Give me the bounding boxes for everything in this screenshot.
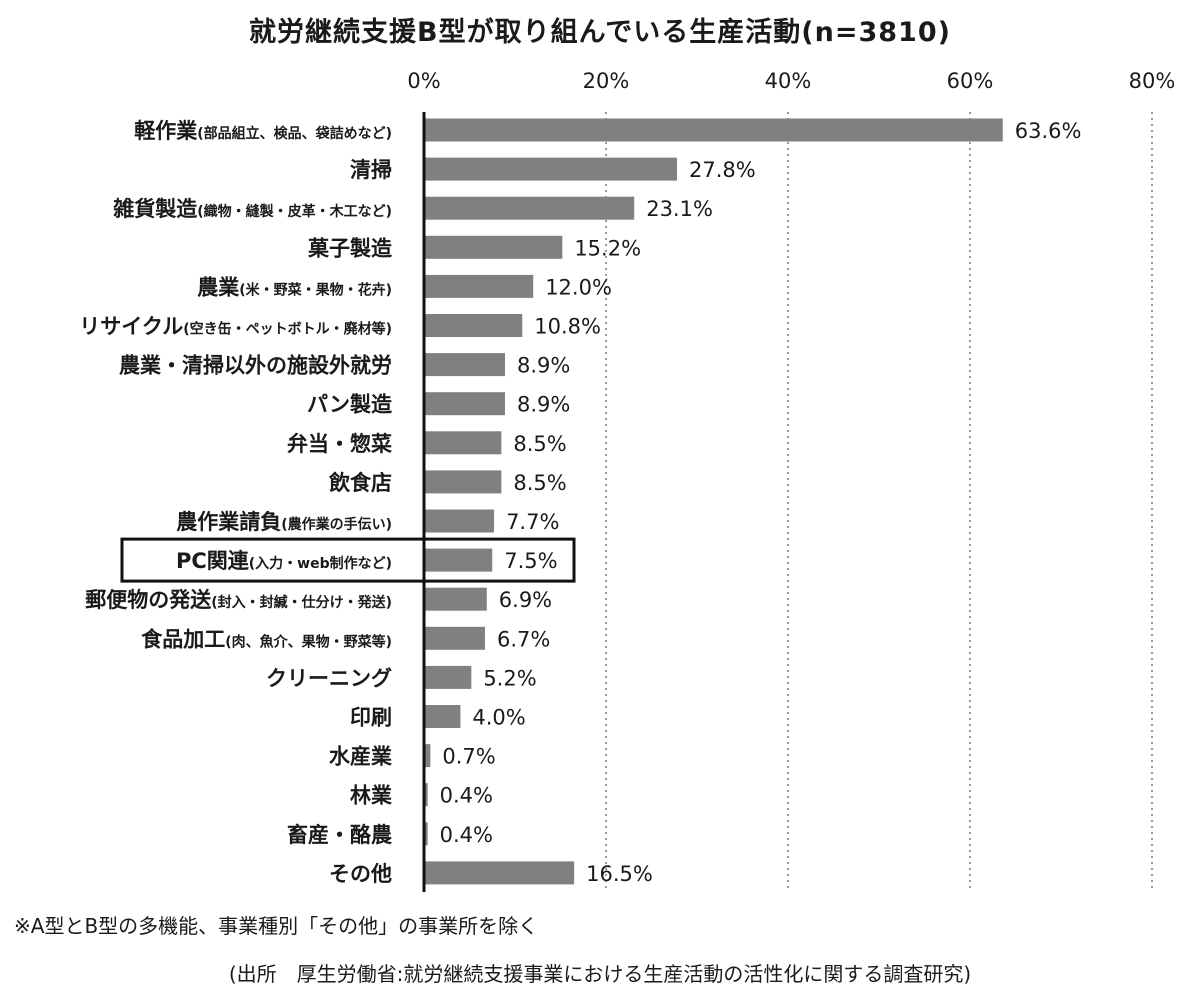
category-name: 畜産・酪農: [287, 823, 392, 847]
category-label: 飲食店: [328, 471, 392, 495]
footnote-source: (出所 厚生労働省:就労継続支援事業における生産活動の活性化に関する調査研究): [228, 962, 972, 986]
category-label: 弁当・惣菜: [287, 432, 392, 456]
category-detail: (空き缶・ペットボトル・廃材等): [183, 321, 392, 338]
category-name: 農業・清掃以外の施設外就労: [119, 354, 392, 378]
value-label: 0.4%: [440, 823, 493, 847]
category-name: パン製造: [307, 393, 393, 417]
value-label: 15.2%: [574, 236, 641, 260]
value-label: 10.8%: [534, 315, 601, 339]
category-name: 農作業請負: [176, 510, 281, 534]
x-tick-label: 0%: [407, 69, 440, 93]
value-label: 63.6%: [1015, 119, 1082, 143]
category-label: 菓子製造: [307, 236, 393, 260]
category-name: リサイクル: [79, 315, 183, 339]
category-name: 弁当・惣菜: [287, 432, 392, 456]
bar: [424, 744, 431, 768]
value-label: 5.2%: [483, 666, 536, 690]
value-label: 4.0%: [472, 706, 525, 730]
category-name: 林業: [350, 784, 393, 808]
category-detail: (封入・封緘・仕分け・発送): [211, 594, 392, 611]
category-label: PC関連(入力・web制作など): [176, 549, 392, 573]
category-detail: (肉、魚介、果物・野菜等): [225, 633, 392, 650]
bar: [424, 431, 502, 455]
x-tick-label: 20%: [583, 69, 630, 93]
value-label: 23.1%: [646, 197, 713, 221]
category-name: 農業: [197, 275, 240, 299]
category-name: 軽作業: [134, 119, 198, 143]
bar: [424, 118, 1003, 142]
category-label: 林業: [350, 784, 393, 808]
value-label: 8.9%: [517, 393, 570, 417]
bar: [424, 822, 428, 846]
value-label: 8.9%: [517, 354, 570, 378]
category-label: 食品加工(肉、魚介、果物・野菜等): [141, 627, 392, 651]
category-name: 雑貨製造: [112, 197, 198, 221]
bar: [424, 314, 523, 337]
category-name: 飲食店: [328, 471, 392, 495]
bar: [424, 470, 502, 494]
category-name: 食品加工: [141, 627, 225, 651]
category-detail: (織物・縫製・皮革・木工など): [197, 203, 392, 220]
category-detail: (部品組立、検品、袋詰めなど): [197, 125, 392, 142]
category-label: リサイクル(空き缶・ペットボトル・廃材等): [79, 315, 392, 339]
chart-title: 就労継続支援B型が取り組んでいる生産活動(n=3810): [249, 17, 951, 48]
value-label: 27.8%: [689, 158, 756, 182]
category-label: 雑貨製造(織物・縫製・皮革・木工など): [112, 197, 392, 221]
category-label: 農作業請負(農作業の手伝い): [176, 510, 392, 534]
category-label: 水産業: [329, 745, 393, 769]
value-label: 0.4%: [440, 784, 493, 808]
category-label: その他: [329, 862, 392, 886]
category-detail: (米・野菜・果物・花卉): [239, 281, 392, 298]
bar: [424, 783, 428, 807]
bar: [424, 353, 505, 377]
footnote-note: ※A型とB型の多機能、事業種別「その他」の事業所を除く: [14, 914, 539, 938]
category-label: 農業・清掃以外の施設外就労: [119, 354, 392, 378]
value-label: 6.7%: [497, 627, 550, 651]
category-label: 軽作業(部品組立、検品、袋詰めなど): [134, 119, 392, 143]
value-label: 6.9%: [499, 588, 552, 612]
value-label: 16.5%: [586, 862, 653, 886]
category-label: 清掃: [350, 158, 392, 182]
category-label: 農業(米・野菜・果物・花卉): [197, 275, 392, 299]
bar: [424, 392, 505, 416]
category-name: PC関連: [176, 549, 250, 573]
bar: [424, 235, 563, 259]
highlight-box: [120, 537, 576, 583]
category-label: 郵便物の発送(封入・封緘・仕分け・発送): [85, 588, 392, 612]
category-name: 郵便物の発送: [85, 588, 212, 612]
category-name: 菓子製造: [307, 236, 393, 260]
value-label: 7.7%: [506, 510, 559, 534]
category-label: 畜産・酪農: [287, 823, 392, 847]
value-label: 12.0%: [545, 275, 612, 299]
category-name: クリーニング: [266, 666, 392, 690]
bar: [424, 196, 635, 220]
bar: [424, 548, 493, 572]
category-detail: (入力・web制作など): [249, 555, 392, 572]
bar: [424, 274, 534, 298]
category-detail: (農作業の手伝い): [281, 516, 392, 533]
x-tick-label: 80%: [1129, 69, 1176, 93]
category-name: 水産業: [329, 745, 393, 769]
bar: [424, 705, 461, 728]
bar: [424, 587, 487, 611]
bar: [424, 665, 472, 689]
category-label: 印刷: [350, 706, 392, 730]
value-label: 7.5%: [504, 549, 557, 573]
category-name: 清掃: [350, 158, 392, 182]
bar: [424, 509, 495, 533]
category-label: パン製造: [307, 393, 393, 417]
value-label: 8.5%: [513, 432, 566, 456]
x-tick-label: 60%: [947, 69, 994, 93]
bar: [424, 157, 677, 181]
bar: [424, 626, 485, 650]
category-label: クリーニング: [266, 666, 392, 690]
category-name: 印刷: [350, 706, 392, 730]
category-name: その他: [329, 862, 392, 886]
x-tick-label: 40%: [765, 69, 812, 93]
bar: [424, 861, 575, 885]
value-label: 8.5%: [513, 471, 566, 495]
value-label: 0.7%: [442, 745, 495, 769]
